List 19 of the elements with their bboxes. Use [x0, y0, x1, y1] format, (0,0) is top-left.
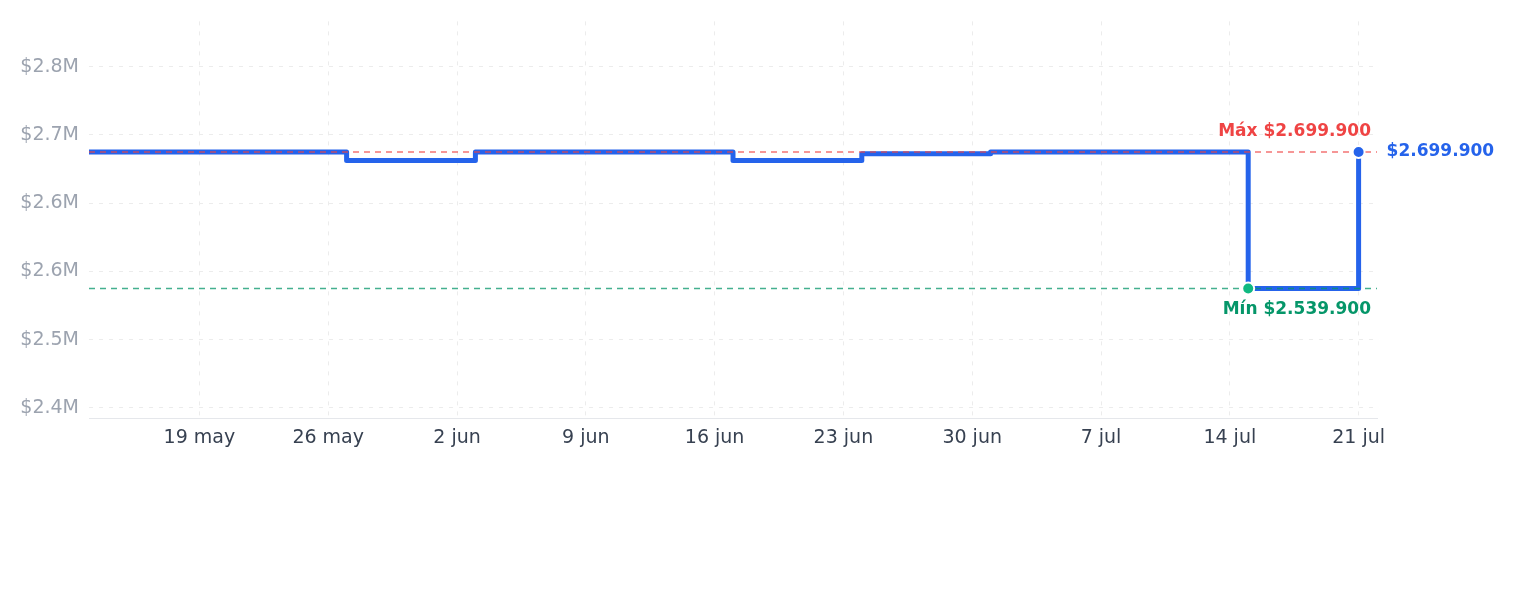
ref-line-label: Mín $2.539.900 [1222, 297, 1372, 318]
y-tick-label: $2.6M [20, 258, 79, 281]
y-tick-label: $2.7M [20, 121, 79, 144]
y-tick-label: $2.6M [20, 190, 79, 213]
x-tick-label: 2 jun [433, 424, 481, 447]
x-tick-label: 14 jul [1203, 424, 1257, 447]
y-tick-label: $2.5M [20, 326, 79, 349]
x-tick-label: 26 may [292, 424, 365, 447]
y-tick-label: $2.8M [20, 53, 79, 76]
x-tick-label: 7 jul [1080, 424, 1122, 447]
x-tick-label: 16 jun [684, 424, 745, 447]
y-tick-label: $2.4M [20, 394, 79, 417]
x-tick-label: 23 jun [813, 424, 874, 447]
ref-line-label: Máx $2.699.900 [1218, 119, 1372, 140]
x-tick-label: 21 jul [1332, 424, 1386, 447]
x-tick-label: 30 jun [942, 424, 1002, 447]
x-tick-label: 9 jun [562, 424, 610, 447]
x-tick-label: 19 may [163, 424, 236, 447]
annotation: $2.699.900 [1386, 140, 1495, 161]
